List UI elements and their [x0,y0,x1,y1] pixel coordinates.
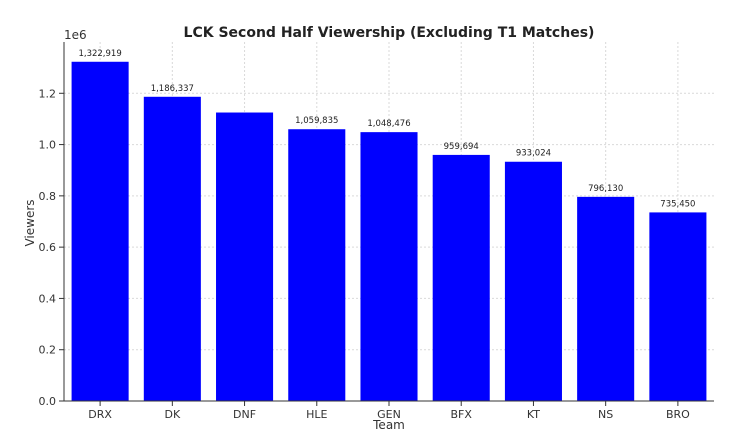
x-tick-label-dk: DK [164,408,180,421]
x-tick-label-bro: BRO [666,408,690,421]
y-tick-label: 0.0 [39,395,57,408]
bar-gen [360,132,418,401]
x-axis-label: Team [372,418,405,432]
x-tick-label-ns: NS [598,408,613,421]
x-tick-label-hle: HLE [306,408,327,421]
tick-labels: 0.0 0.2 0.4 0.6 0.8 1.0 1.2 DRX DK DNF HLE GEN BFX KT… [39,87,691,421]
bar-dk [143,96,201,401]
x-tick-label-kt: KT [527,408,540,421]
x-tick-label-drx: DRX [88,408,112,421]
data-label-hle: 1,059,835 [295,116,338,126]
bar-drx [71,61,129,401]
data-labels: 1,322,919 1,186,337 1,059,835 1,048,476 959,… [78,49,695,210]
data-label-gen: 1,048,476 [367,119,410,129]
data-label-drx: 1,322,919 [78,49,121,59]
y-tick-label: 0.8 [39,190,57,203]
axes [59,42,714,406]
chart-title: LCK Second Half Viewership (Excluding T1… [184,25,595,41]
bar-ns [577,196,635,401]
data-label-dk: 1,186,337 [151,84,194,94]
bar-kt [504,161,562,401]
x-tick-label-gen: GEN [377,408,401,421]
bars [71,61,707,402]
data-label-kt: 933,024 [516,149,551,159]
data-label-bfx: 959,694 [444,142,479,152]
bar-bro [649,212,707,401]
bar-hle [288,129,346,401]
y-axis-label: Viewers [23,199,37,246]
bar-dnf [216,112,274,402]
y-tick-label: 1.2 [39,87,57,100]
x-tick-label-bfx: BFX [451,408,473,421]
y-tick-label: 0.2 [39,344,57,357]
bar-bfx [432,154,490,401]
data-label-ns: 796,130 [588,184,623,194]
y-tick-label: 0.4 [39,292,57,305]
data-label-bro: 735,450 [660,199,695,209]
y-tick-label: 1.0 [39,139,57,152]
x-tick-label-dnf: DNF [233,408,256,421]
y-tick-label: 0.6 [39,241,57,254]
y-axis-multiplier: 1e6 [64,28,87,42]
